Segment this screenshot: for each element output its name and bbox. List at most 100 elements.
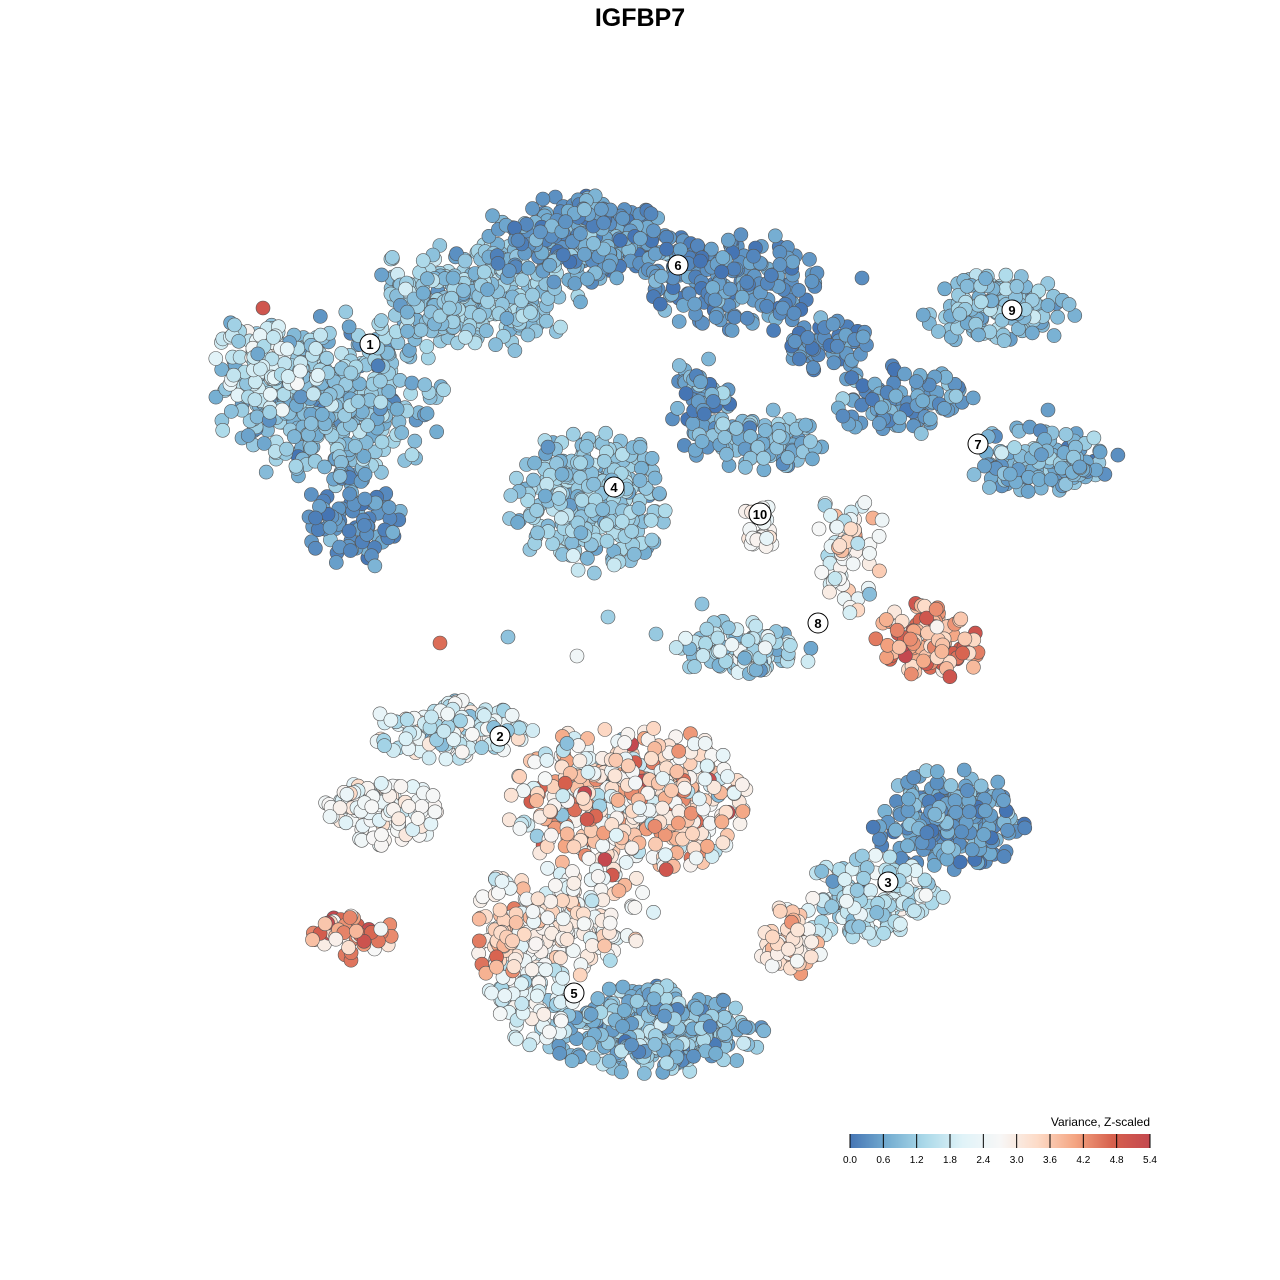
cell-point: [436, 382, 451, 398]
cell-point: [542, 1024, 557, 1040]
cell-point: [862, 586, 877, 602]
cell-point: [790, 922, 806, 938]
cell-point: [964, 842, 980, 858]
cell-point: [659, 241, 674, 257]
cell-point: [602, 953, 618, 968]
cell-point: [540, 439, 556, 455]
cell-point: [314, 407, 330, 422]
cell-point: [805, 451, 820, 467]
cluster-label-5: 5: [563, 982, 585, 1004]
cell-point: [936, 401, 952, 416]
cell-point: [634, 460, 649, 476]
cell-point: [249, 409, 265, 425]
cell-point: [918, 887, 934, 903]
cell-point: [824, 899, 840, 914]
cell-point: [646, 721, 661, 736]
cell-point: [489, 959, 504, 975]
cell-point: [338, 815, 354, 831]
cell-point: [385, 525, 401, 540]
cell-point: [652, 296, 668, 312]
cell-point: [528, 936, 544, 952]
cluster-label-6: 6: [667, 254, 689, 276]
cell-point: [694, 596, 710, 612]
cell-point: [377, 738, 392, 753]
cell-point: [1025, 325, 1040, 341]
cell-point: [586, 565, 602, 581]
cell-point: [687, 659, 702, 674]
cell-point: [913, 426, 929, 441]
cell-point: [982, 480, 997, 495]
cell-point: [929, 764, 945, 779]
legend-tick-label: 1.2: [910, 1155, 924, 1166]
cell-point: [399, 304, 415, 320]
cell-point: [748, 618, 764, 634]
cell-point: [919, 825, 935, 841]
cell-point: [739, 310, 755, 326]
cell-point: [664, 783, 679, 798]
cell-point: [814, 565, 830, 580]
cell-point: [782, 638, 798, 653]
cell-point: [822, 584, 837, 600]
cell-point: [580, 764, 596, 780]
cell-point: [503, 787, 519, 803]
cell-point: [729, 1053, 745, 1068]
cell-point: [464, 726, 480, 742]
cell-point: [629, 993, 645, 1009]
cell-point: [404, 447, 420, 463]
cell-point: [529, 988, 545, 1004]
cluster-label-text: 2: [496, 729, 503, 744]
cell-point: [492, 902, 508, 918]
cell-point: [1040, 298, 1056, 313]
cell-point: [996, 849, 1012, 864]
cell-point: [579, 271, 595, 287]
cell-point: [500, 629, 516, 645]
cell-point: [341, 940, 356, 955]
cell-point: [693, 253, 708, 269]
cell-point: [577, 202, 592, 217]
cell-point: [965, 390, 981, 406]
cell-point: [644, 532, 660, 548]
cell-point: [955, 645, 970, 661]
cell-point: [581, 1035, 597, 1051]
cell-point: [1043, 472, 1059, 487]
cell-point: [714, 264, 729, 280]
cell-point: [726, 261, 742, 277]
cell-point: [804, 934, 819, 950]
cluster-label-8: 8: [807, 612, 829, 634]
cell-point: [697, 771, 713, 787]
cell-point: [829, 338, 845, 354]
cell-point: [952, 854, 968, 870]
cell-point: [312, 309, 328, 324]
cell-point: [510, 232, 526, 248]
cell-point: [415, 253, 431, 268]
cell-point: [392, 372, 408, 388]
cell-point: [646, 991, 662, 1007]
cell-point: [909, 374, 924, 389]
cell-point: [780, 450, 796, 465]
cell-point: [960, 783, 975, 798]
cell-point: [391, 811, 407, 827]
cell-point: [694, 434, 710, 449]
cell-point: [739, 274, 755, 290]
cell-point: [966, 467, 982, 482]
cell-point: [953, 611, 969, 627]
cell-point: [935, 889, 951, 905]
cell-point: [567, 276, 583, 291]
cell-point: [215, 422, 230, 438]
cell-point: [916, 653, 931, 669]
cell-point: [839, 893, 854, 909]
cell-point: [811, 521, 827, 537]
cell-point: [832, 538, 848, 553]
cell-point: [279, 341, 295, 357]
cell-point: [865, 819, 881, 835]
cell-point: [308, 510, 323, 526]
cell-point: [417, 377, 433, 393]
cell-point: [781, 941, 796, 957]
cell-point: [803, 640, 819, 656]
cell-point: [383, 712, 399, 728]
cell-point: [659, 1055, 675, 1071]
cell-point: [357, 467, 373, 482]
cluster-label-text: 3: [884, 875, 891, 890]
cell-point: [826, 355, 842, 371]
